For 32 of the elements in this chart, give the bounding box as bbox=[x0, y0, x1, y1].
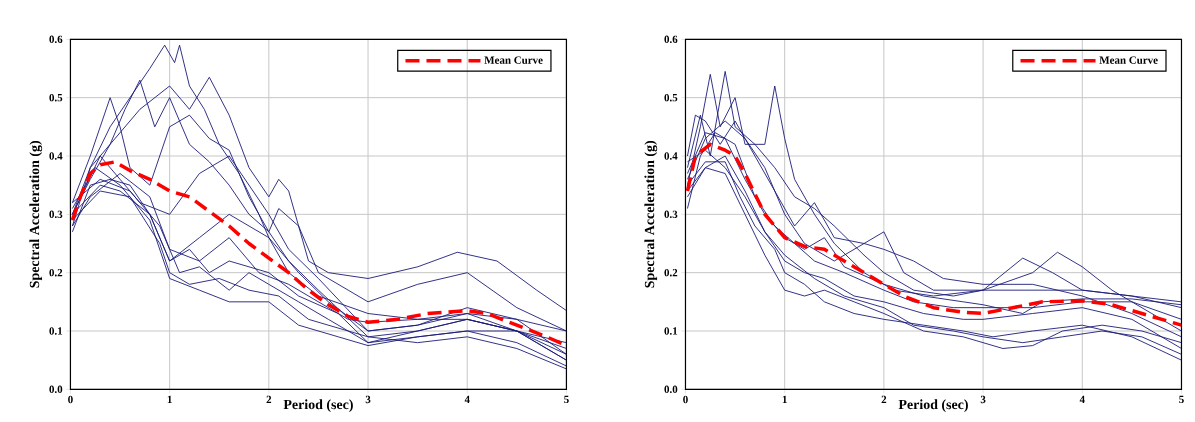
x-tick-label: 3 bbox=[365, 395, 371, 404]
x-tick-label: 2 bbox=[266, 395, 272, 404]
y-tick-label: 0.6 bbox=[664, 35, 678, 44]
y-tick-label: 0.5 bbox=[49, 93, 63, 102]
x-tick-label: 3 bbox=[980, 395, 986, 404]
y-tick-label: 0.3 bbox=[664, 210, 678, 219]
y-tick-label: 0.2 bbox=[664, 268, 678, 277]
y-tick-label: 0.1 bbox=[664, 327, 678, 335]
x-tick-label: 0 bbox=[683, 395, 688, 404]
x-tick-label: 1 bbox=[167, 395, 172, 404]
x-tick-label: 0 bbox=[68, 395, 73, 404]
y-tick-label: 0.4 bbox=[664, 152, 678, 160]
y-tick-label: 0.6 bbox=[49, 35, 63, 44]
x-tick-label: 4 bbox=[464, 395, 470, 403]
y-tick-label: 0.0 bbox=[49, 385, 63, 394]
y-tick-label: 0.3 bbox=[49, 210, 63, 219]
y-tick-label: 0.4 bbox=[49, 152, 63, 160]
y-axis-title: Spectral Acceleration (g) bbox=[644, 140, 658, 288]
y-tick-label: 0.0 bbox=[664, 385, 678, 394]
text: Mean Curve bbox=[484, 56, 543, 64]
y-axis-title: Spectral Acceleration (g) bbox=[29, 140, 43, 288]
x-tick-label: 2 bbox=[881, 395, 887, 404]
x-tick-label: 5 bbox=[1179, 395, 1184, 404]
x-axis-title: Period (sec) bbox=[898, 399, 968, 413]
x-axis-title: Period (sec) bbox=[283, 399, 353, 413]
y-tick-label: 0.2 bbox=[49, 268, 63, 277]
y-tick-label: 0.1 bbox=[49, 327, 63, 335]
x-tick-label: 4 bbox=[1079, 395, 1085, 403]
y-tick-label: 0.5 bbox=[664, 93, 678, 102]
x-tick-label: 5 bbox=[564, 395, 569, 404]
text: Mean Curve bbox=[1099, 56, 1158, 64]
x-tick-label: 1 bbox=[782, 395, 787, 404]
